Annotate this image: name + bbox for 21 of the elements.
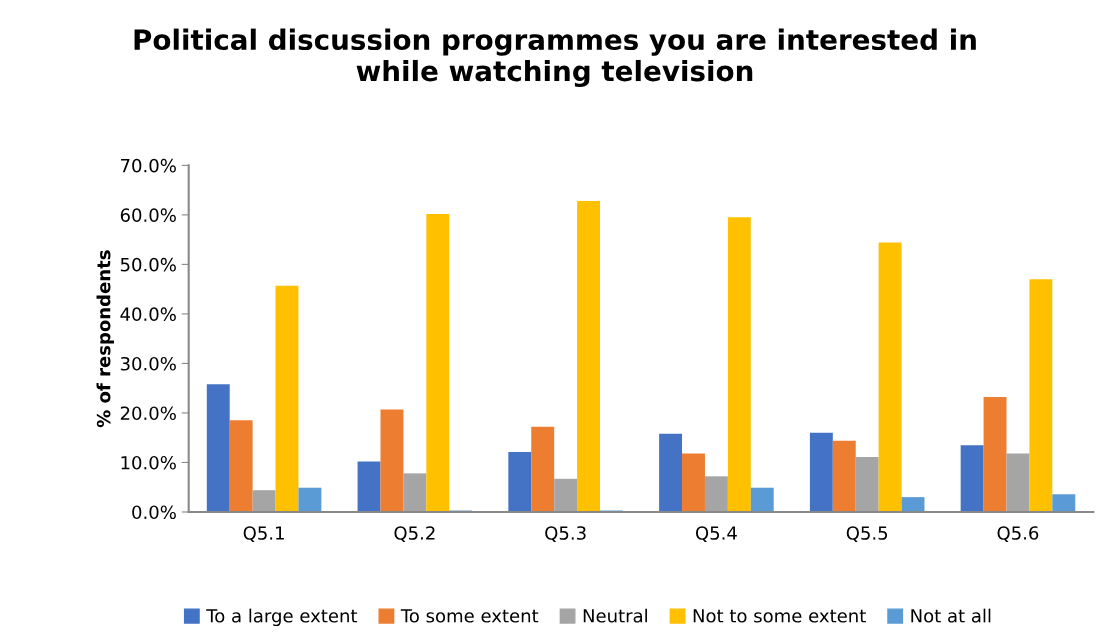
legend-label: Neutral	[583, 608, 647, 623]
x-tick-label: Q5.4	[695, 526, 737, 542]
x-tick-label: Q5.3	[545, 526, 586, 542]
legend-label: To a large extent	[206, 608, 358, 627]
x-tick-label: Q5.1	[243, 526, 284, 542]
legend-label: To some extent	[400, 609, 539, 623]
y-tick-label: 20.0%	[120, 406, 176, 421]
x-tick-label: Q5.2	[394, 526, 435, 542]
y-tick-label: 30.0%	[120, 356, 176, 371]
y-tick-label: 70.0%	[121, 158, 176, 173]
y-tick-label: 10.0%	[121, 455, 176, 470]
y-tick-label: 40.0%	[120, 307, 176, 322]
legend-label: Not at all	[911, 608, 991, 623]
x-tick-label: Q5.5	[846, 526, 888, 542]
y-tick-label: 50.0%	[120, 257, 176, 272]
x-tick-label: Q5.6	[997, 526, 1039, 542]
y-axis-title: % of respondents	[96, 250, 114, 428]
y-tick-label: 60.0%	[120, 208, 176, 222]
legend-label: Not to some extent	[693, 609, 866, 623]
y-tick-label: 0.0%	[132, 505, 176, 520]
chart-title: Political discussion programmes you are interested in while watching television	[134, 28, 976, 88]
